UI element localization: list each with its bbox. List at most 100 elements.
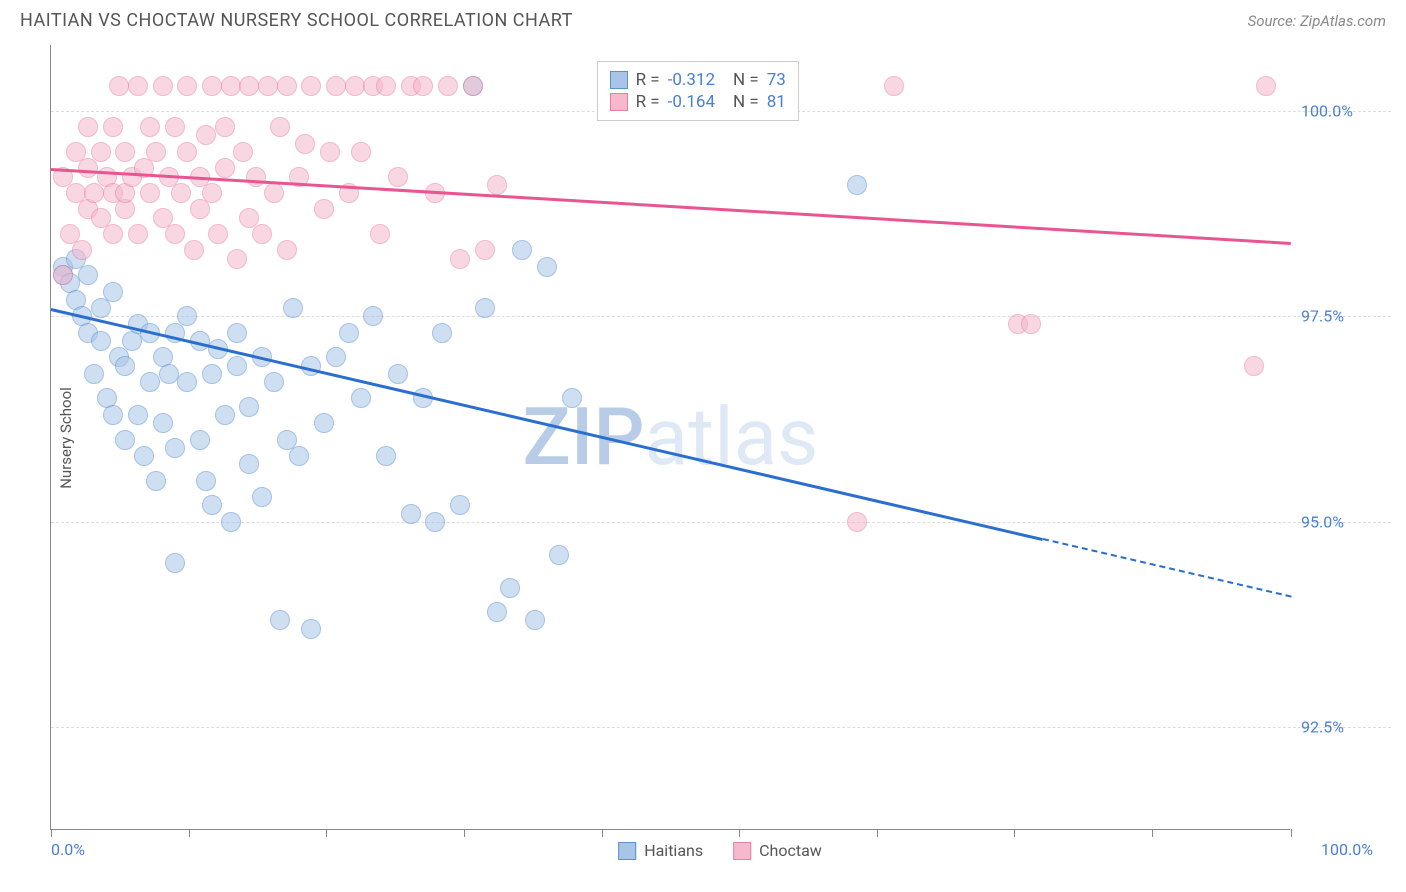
data-point — [264, 372, 284, 392]
legend-label: Choctaw — [759, 841, 822, 860]
data-point — [177, 142, 197, 162]
data-point — [295, 134, 315, 154]
stats-n-value: 81 — [767, 92, 786, 112]
trend-line — [51, 308, 1044, 541]
chart-title: HAITIAN VS CHOCTAW NURSERY SCHOOL CORREL… — [20, 10, 573, 31]
data-point — [388, 167, 408, 187]
data-point — [227, 356, 247, 376]
data-point — [91, 331, 111, 351]
data-point — [388, 364, 408, 384]
data-point — [376, 76, 396, 96]
data-point — [91, 142, 111, 162]
trend-line — [1043, 538, 1291, 597]
data-point — [196, 125, 216, 145]
legend-swatch — [733, 842, 751, 860]
x-label-min: 0.0% — [51, 840, 85, 859]
data-point — [140, 183, 160, 203]
stats-row: R = -0.312N = 73 — [610, 70, 786, 90]
data-point — [115, 142, 135, 162]
data-point — [475, 240, 495, 260]
data-point — [326, 76, 346, 96]
data-point — [177, 372, 197, 392]
data-point — [159, 364, 179, 384]
data-point — [450, 249, 470, 269]
x-tick — [877, 829, 878, 837]
data-point — [283, 298, 303, 318]
data-point — [177, 306, 197, 326]
data-point — [401, 504, 421, 524]
data-point — [425, 512, 445, 532]
data-point — [78, 117, 98, 137]
data-point — [165, 117, 185, 137]
x-tick — [51, 829, 52, 837]
legend-label: Haitians — [644, 841, 703, 860]
data-point — [215, 405, 235, 425]
data-point — [239, 76, 259, 96]
legend-swatch — [618, 842, 636, 860]
data-point — [512, 240, 532, 260]
data-point — [227, 323, 247, 343]
data-point — [475, 298, 495, 318]
data-point — [78, 158, 98, 178]
data-point — [847, 175, 867, 195]
data-point — [190, 430, 210, 450]
data-point — [270, 610, 290, 630]
x-tick — [602, 829, 603, 837]
data-point — [289, 446, 309, 466]
stats-r-label: R = — [636, 92, 660, 112]
y-tick-label: 92.5% — [1301, 718, 1344, 737]
data-point — [270, 117, 290, 137]
x-tick — [326, 829, 327, 837]
data-point — [438, 76, 458, 96]
data-point — [190, 199, 210, 219]
watermark-light: atlas — [645, 390, 819, 484]
data-point — [215, 158, 235, 178]
data-point — [258, 76, 278, 96]
data-point — [84, 364, 104, 384]
data-point — [140, 372, 160, 392]
data-point — [246, 167, 266, 187]
data-point — [171, 183, 191, 203]
stats-n-label: N = — [733, 92, 759, 112]
data-point — [277, 76, 297, 96]
data-point — [146, 142, 166, 162]
x-label-max: 100.0% — [1321, 840, 1390, 859]
source-label: Source: ZipAtlas.com — [1248, 12, 1386, 30]
plot-area: ZIPatlas 92.5%95.0%97.5%100.0%0.0%100.0%… — [50, 45, 1290, 830]
data-point — [103, 282, 123, 302]
data-point — [549, 545, 569, 565]
data-point — [184, 240, 204, 260]
stats-swatch — [610, 71, 628, 89]
y-tick-label: 97.5% — [1301, 307, 1344, 326]
x-tick — [1014, 829, 1015, 837]
stats-r-label: R = — [636, 70, 660, 90]
data-point — [1244, 356, 1264, 376]
data-point — [196, 471, 216, 491]
stats-n-label: N = — [733, 70, 759, 90]
data-point — [128, 224, 148, 244]
data-point — [450, 495, 470, 515]
stats-row: R = -0.164N = 81 — [610, 92, 786, 112]
data-point — [463, 76, 483, 96]
data-point — [103, 224, 123, 244]
data-point — [109, 76, 129, 96]
data-point — [537, 257, 557, 277]
chart-container: Nursery School ZIPatlas 92.5%95.0%97.5%1… — [50, 45, 1390, 830]
data-point — [53, 265, 73, 285]
data-point — [370, 224, 390, 244]
data-point — [339, 323, 359, 343]
stats-box: R = -0.312N = 73R = -0.164N = 81 — [597, 61, 799, 121]
data-point — [500, 578, 520, 598]
data-point — [363, 306, 383, 326]
data-point — [208, 224, 228, 244]
data-point — [1256, 76, 1276, 96]
data-point — [115, 356, 135, 376]
data-point — [413, 76, 433, 96]
data-point — [227, 249, 247, 269]
data-point — [252, 487, 272, 507]
data-point — [84, 183, 104, 203]
data-point — [153, 413, 173, 433]
data-point — [277, 240, 297, 260]
data-point — [177, 76, 197, 96]
data-point — [91, 298, 111, 318]
